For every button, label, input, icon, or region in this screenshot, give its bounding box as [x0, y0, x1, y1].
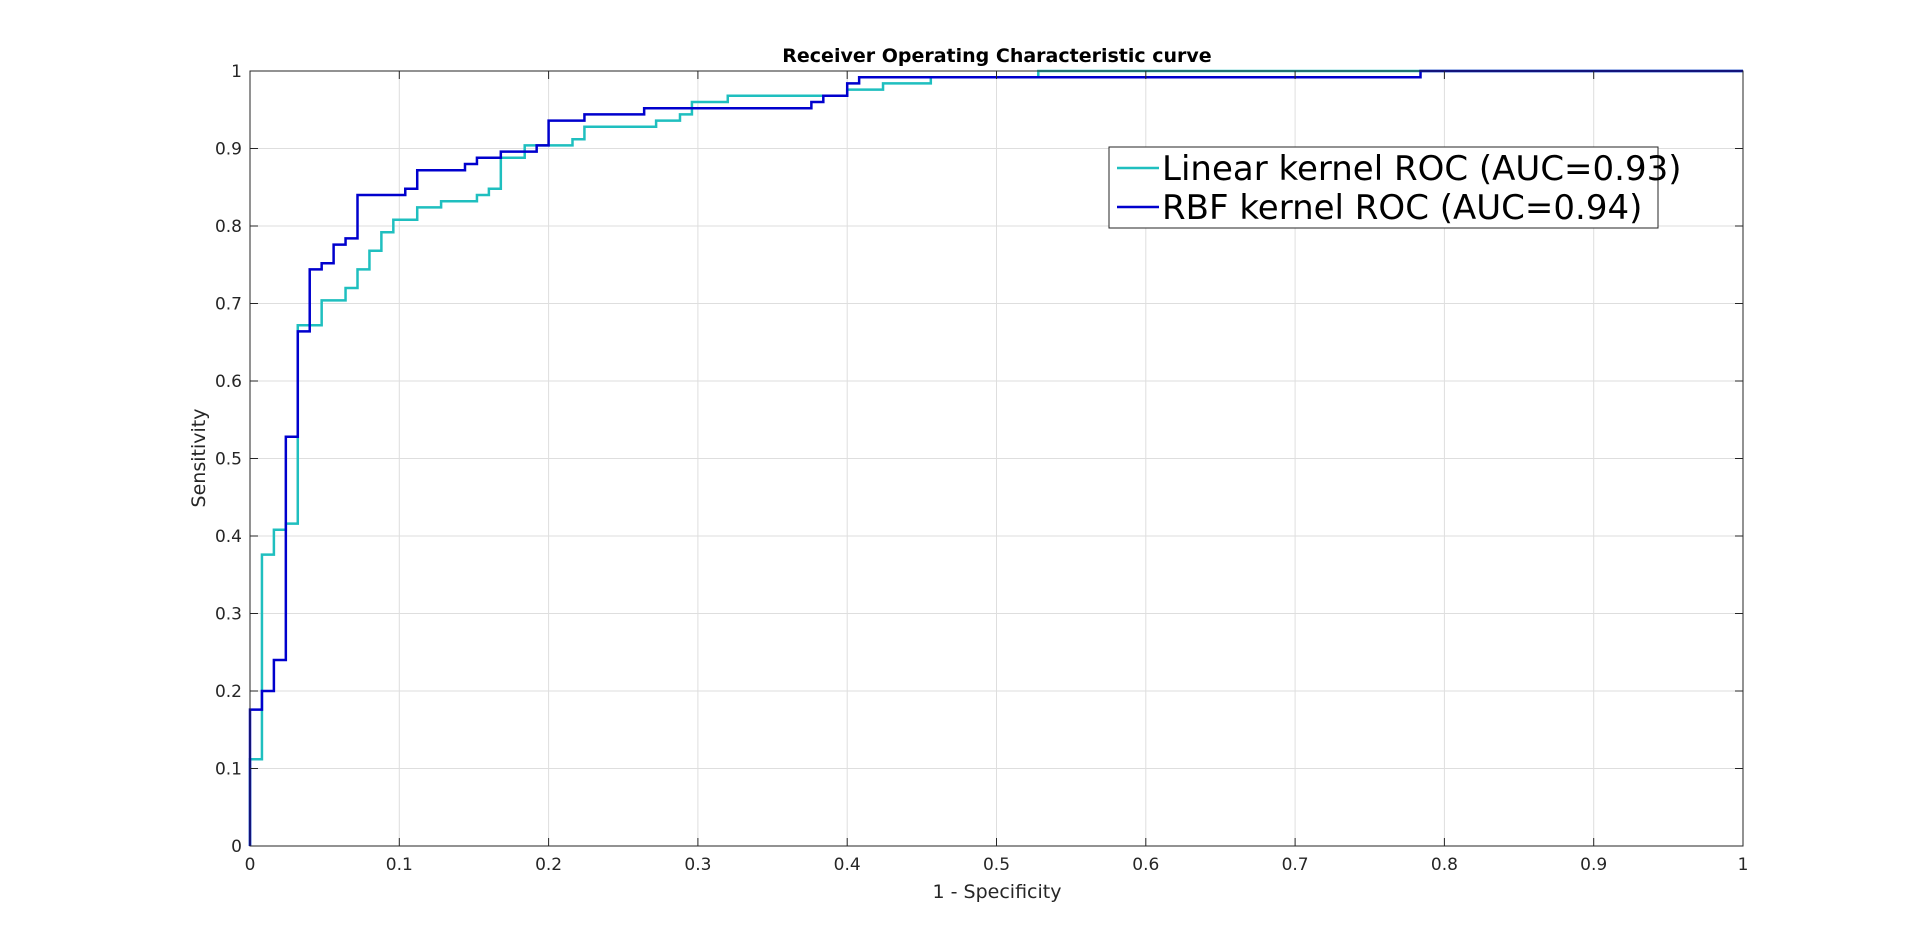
legend: Linear kernel ROC (AUC=0.93) RBF kernel …	[1108, 146, 1682, 229]
x-tick-label: 0.8	[1431, 855, 1458, 875]
x-tick-label: 1	[1738, 855, 1749, 875]
y-tick-label: 0.5	[215, 450, 242, 470]
y-tick-label: 1	[231, 62, 242, 82]
x-tick-label: 0.1	[386, 855, 413, 875]
y-tick-label: 0.6	[215, 372, 242, 392]
y-axis-label: Sensitivity	[188, 409, 210, 508]
legend-label-linear: Linear kernel ROC (AUC=0.93)	[1162, 149, 1682, 189]
y-tick-label: 0.8	[215, 217, 242, 237]
x-tick-label: 0.3	[684, 855, 711, 875]
x-tick-label: 0.4	[834, 855, 861, 875]
x-tick-labels: 0 0.1 0.2 0.3 0.4 0.5 0.6 0.7 0.8 0.9 1	[245, 855, 1749, 875]
series-line-linear-kernel	[248, 69, 1743, 846]
x-tick-label: 0.2	[535, 855, 562, 875]
ticks	[249, 70, 1744, 847]
y-tick-labels: 0 0.1 0.2 0.3 0.4 0.5 0.6 0.7 0.8 0.9 1	[215, 62, 242, 857]
y-tick-label: 0	[231, 837, 242, 857]
y-tick-label: 0.4	[215, 527, 242, 547]
y-tick-label: 0.3	[215, 605, 242, 625]
y-tick-label: 0.9	[215, 140, 242, 160]
y-tick-label: 0.7	[215, 295, 242, 315]
legend-box	[1108, 146, 1659, 229]
series-layer	[248, 69, 1743, 846]
y-tick-label: 0.2	[215, 682, 242, 702]
x-tick-label: 0.6	[1132, 855, 1159, 875]
x-tick-label: 0.9	[1580, 855, 1607, 875]
series-line-rbf-kernel	[248, 69, 1743, 846]
chart-title: Receiver Operating Characteristic curve	[782, 45, 1211, 67]
x-tick-label: 0	[245, 855, 256, 875]
y-tick-label: 0.1	[215, 760, 242, 780]
x-axis-label: 1 - Specificity	[933, 881, 1062, 903]
x-tick-label: 0.5	[983, 855, 1010, 875]
legend-label-rbf: RBF kernel ROC (AUC=0.94)	[1162, 188, 1642, 228]
x-tick-label: 0.7	[1282, 855, 1309, 875]
